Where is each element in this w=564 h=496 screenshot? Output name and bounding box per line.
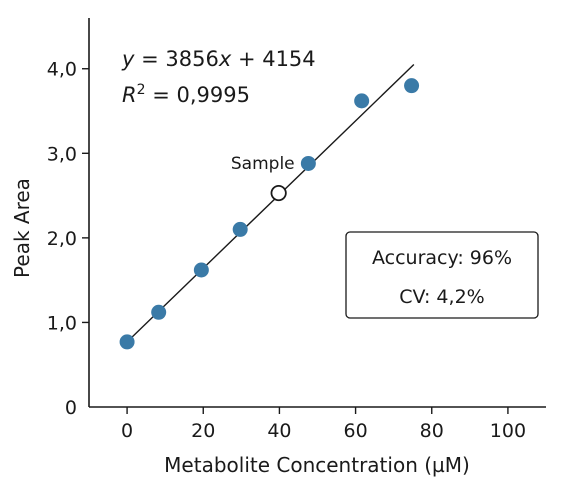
data-point: [193, 262, 209, 278]
equation-intercept: + 4154: [231, 47, 315, 71]
x-tick-label: 100: [490, 420, 526, 442]
x-axis-title: Metabolite Concentration (µM): [164, 453, 470, 477]
data-point: [300, 155, 316, 171]
accuracy-text: Accuracy: 96%: [372, 247, 512, 269]
y-tick-label: 2,0: [47, 228, 77, 250]
regression-equation: y = 3856x + 4154: [121, 47, 316, 71]
stats-box: Accuracy: 96% CV: 4,2%: [345, 231, 539, 319]
fit-line: [126, 64, 415, 343]
data-point: [119, 334, 135, 350]
sample-marker: Sample: [231, 154, 295, 202]
x-ticks: 0 20 40 60 80 100: [121, 407, 526, 442]
x-tick-label: 20: [191, 420, 215, 442]
r-squared-exponent: 2: [137, 82, 146, 98]
equation-y-var: y: [121, 47, 135, 71]
y-tick-label: 0: [65, 397, 77, 419]
axes: [88, 18, 546, 408]
stats-box-frame: [345, 231, 539, 319]
data-point: [232, 221, 248, 237]
y-tick-label: 3,0: [47, 143, 77, 165]
r-squared-var: R: [122, 83, 137, 107]
sample-point: [270, 184, 287, 202]
data-point: [151, 304, 167, 320]
data-point: [404, 78, 420, 94]
x-tick-label: 0: [121, 420, 133, 442]
x-tick-label: 80: [420, 420, 444, 442]
data-point: [354, 93, 370, 109]
equation-coefficient: = 3856: [134, 47, 218, 71]
cv-text: CV: 4,2%: [399, 286, 484, 308]
y-ticks: 0 1,0 2,0 3,0 4,0: [47, 59, 89, 419]
y-tick-label: 1,0: [47, 312, 77, 334]
x-tick-label: 40: [267, 420, 291, 442]
equation-x-var: x: [218, 47, 232, 71]
y-tick-label: 4,0: [47, 59, 77, 81]
data-points: [119, 78, 420, 350]
r-squared-value: = 0,9995: [146, 83, 250, 107]
x-tick-label: 60: [343, 420, 367, 442]
sample-label: Sample: [231, 154, 295, 174]
r-squared: R2 = 0,9995: [122, 82, 250, 107]
y-axis-title: Peak Area: [10, 178, 34, 278]
